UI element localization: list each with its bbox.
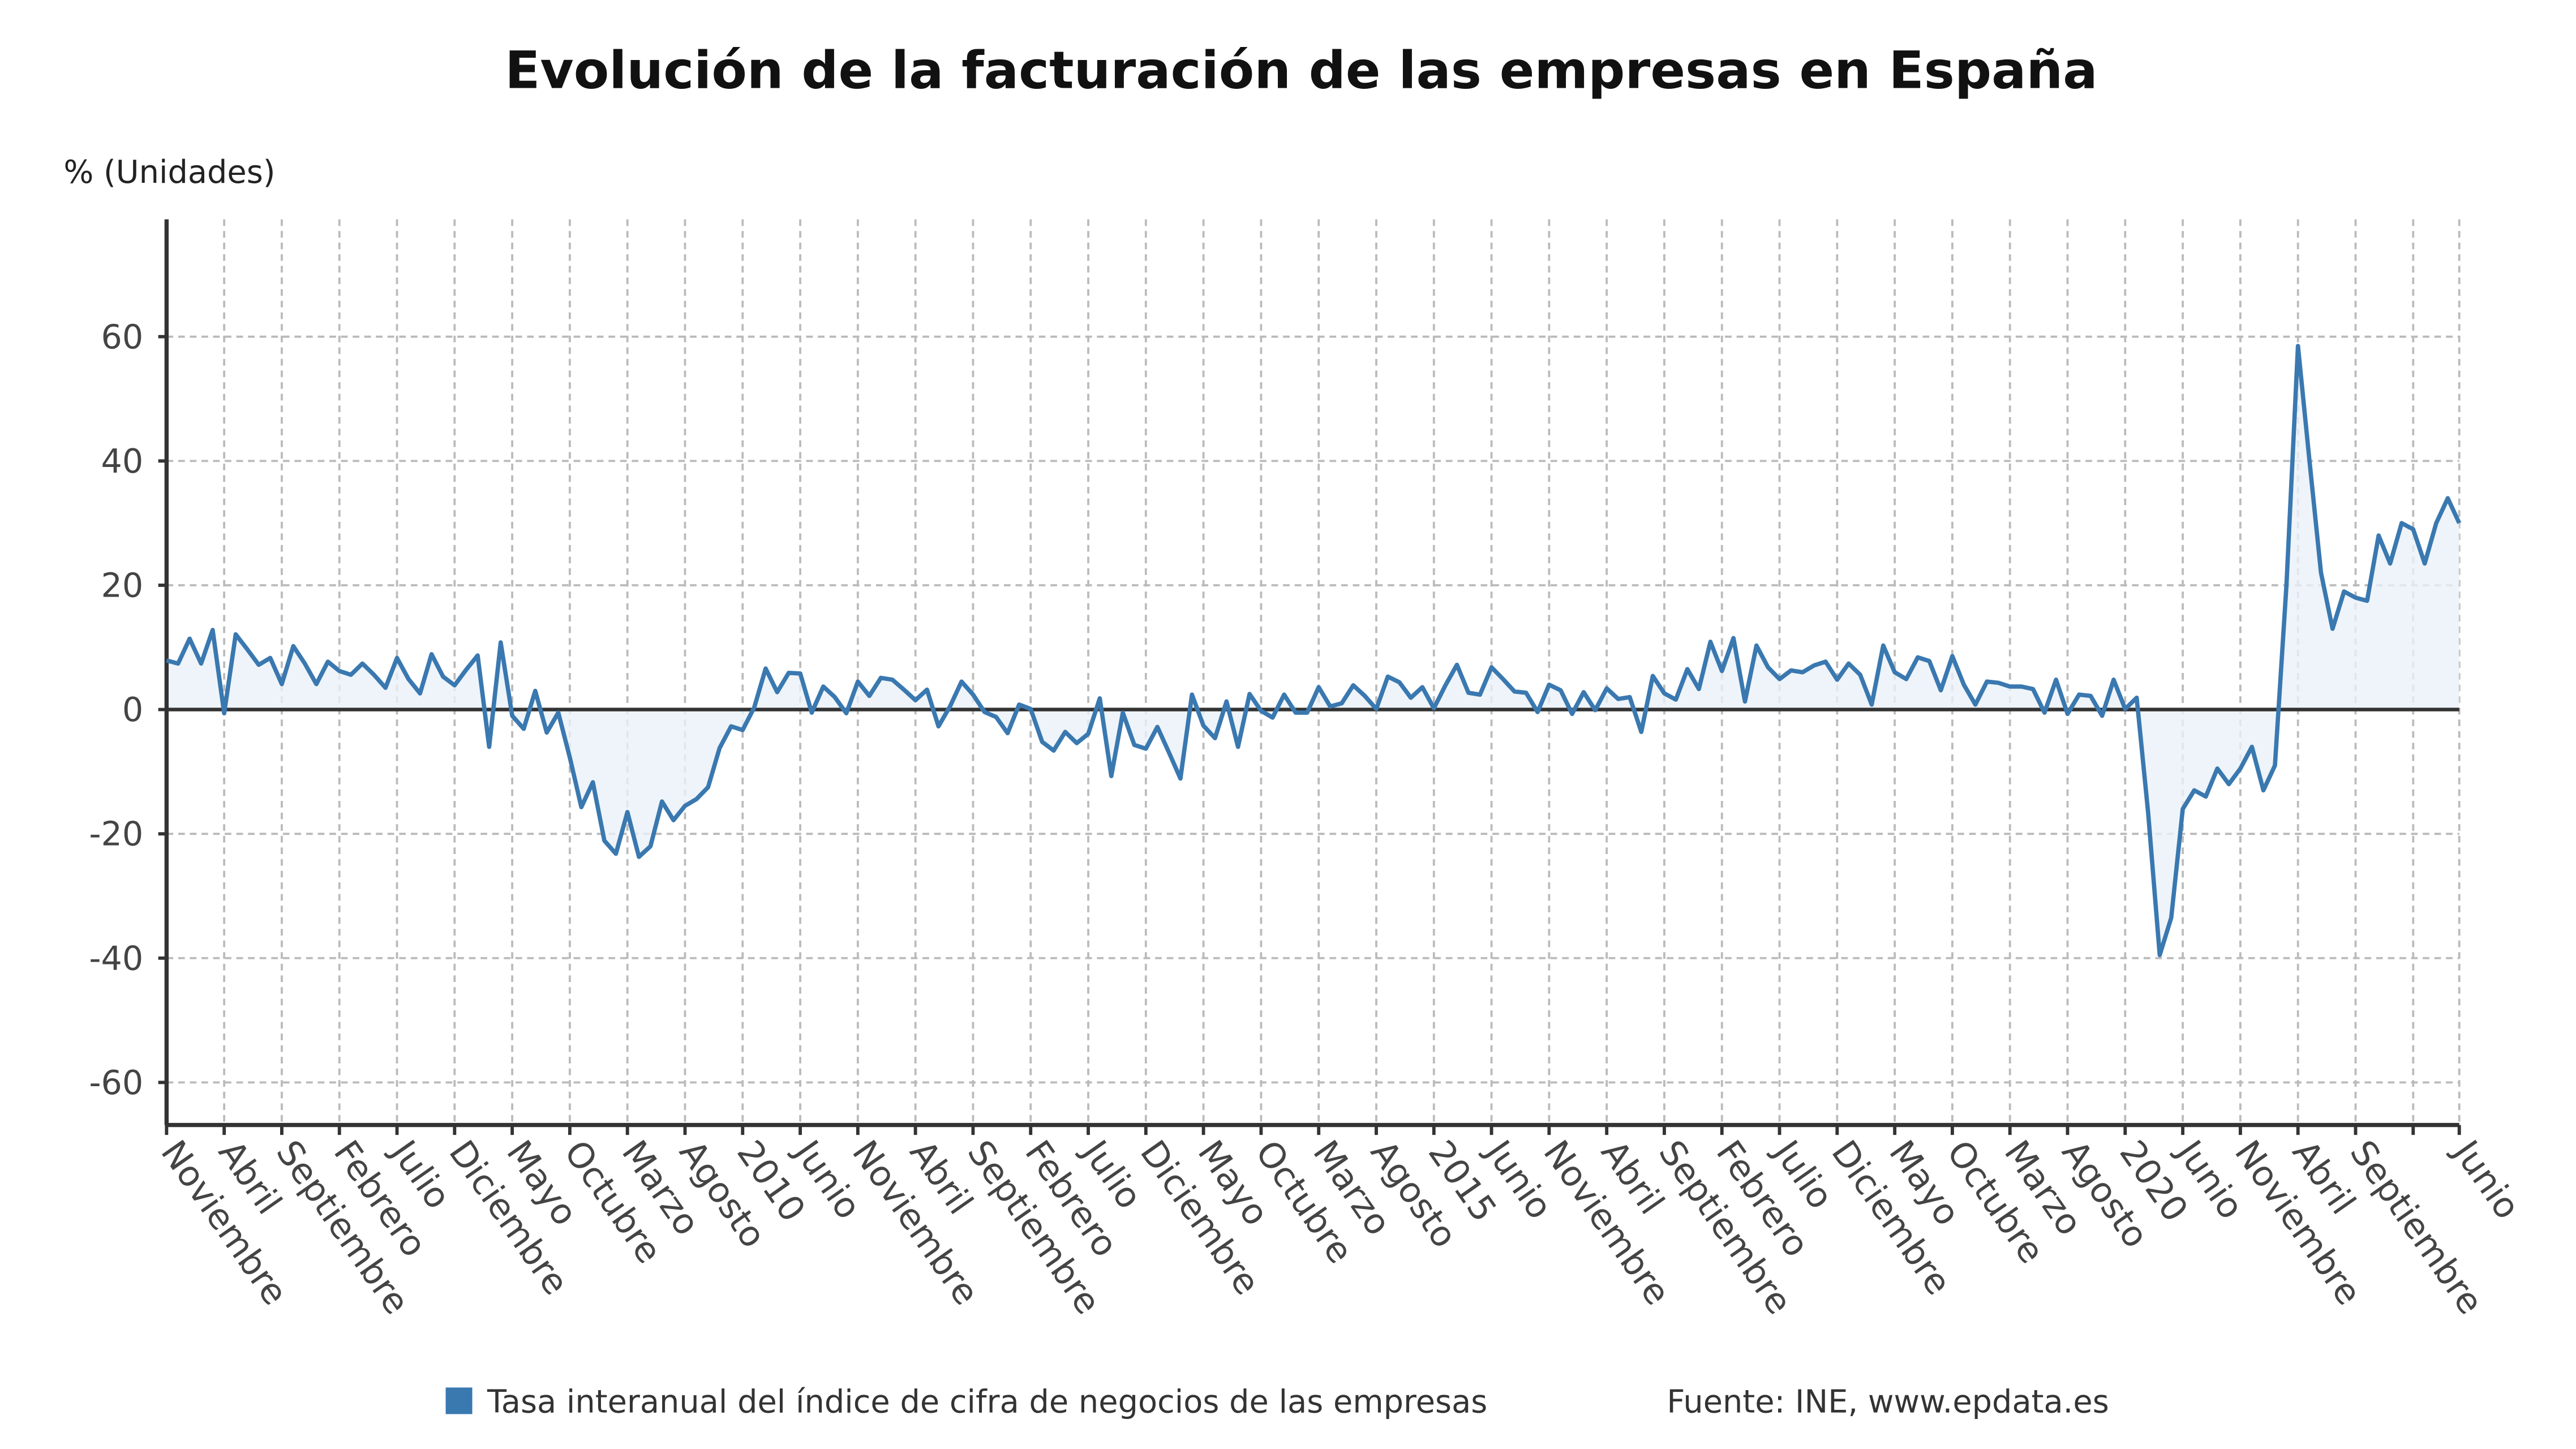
y-tick-label: -20 xyxy=(89,815,143,854)
legend: Tasa interanual del índice de cifra de n… xyxy=(445,1383,2109,1420)
y-tick-label: -60 xyxy=(89,1064,143,1102)
y-tick-label: 20 xyxy=(101,567,144,605)
gridlines xyxy=(165,219,2461,1125)
chart-title: Evolución de la facturación de las empre… xyxy=(505,41,2097,101)
y-tick-label: -40 xyxy=(89,939,143,978)
y-tick-label: 40 xyxy=(101,442,144,481)
legend-label: Tasa interanual del índice de cifra de n… xyxy=(487,1383,1487,1420)
y-tick-labels: -60 -40 -20 0 20 40 60 xyxy=(89,318,143,1102)
y-axis-label: % (Unidades) xyxy=(63,154,275,191)
series-line xyxy=(166,344,2462,958)
legend-swatch xyxy=(445,1387,473,1414)
series-area xyxy=(166,346,2459,955)
axes xyxy=(158,219,2461,1135)
y-tick-label: 60 xyxy=(101,318,144,356)
x-tick-labels: NoviembreAbrilSeptiembreFebreroJulioDici… xyxy=(153,1131,2528,1322)
x-tick-label: Junio xyxy=(2444,1131,2528,1227)
y-tick-label: 0 xyxy=(122,691,143,729)
source-text: Fuente: INE, www.epdata.es xyxy=(1667,1383,2109,1420)
